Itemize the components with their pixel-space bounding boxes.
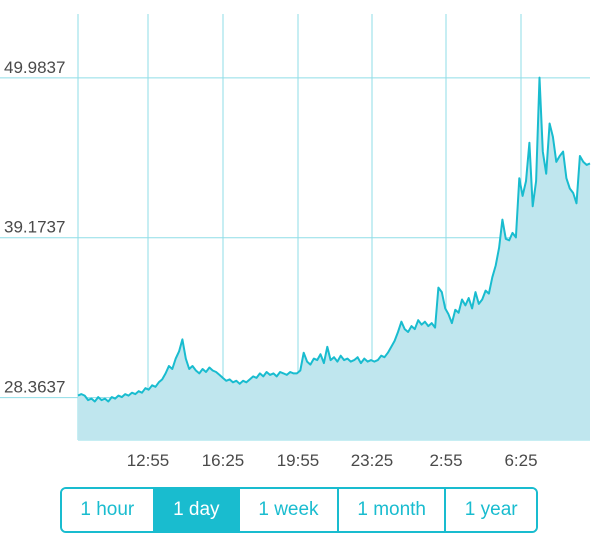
y-tick-label: 49.9837 [4,58,65,77]
x-axis: 12:55 16:25 19:55 23:25 2:55 6:25 [127,451,538,470]
series-line [77,76,591,403]
x-tick-label: 23:25 [351,451,394,470]
range-button-1-day[interactable]: 1 day [154,489,240,531]
price-chart: 49.9837 39.1737 28.3637 12:55 16:25 19:55 23:… [0,14,591,470]
y-tick-label: 39.1737 [4,218,65,237]
y-axis: 49.9837 39.1737 28.3637 [4,58,65,397]
range-button-1-month[interactable]: 1 month [338,489,447,531]
series-area [78,77,590,440]
range-button-1-week[interactable]: 1 week [239,489,339,531]
y-tick-label: 28.3637 [4,378,65,397]
range-button-1-hour[interactable]: 1 hour [62,489,155,531]
x-tick-label: 2:55 [429,451,462,470]
x-tick-label: 19:55 [277,451,320,470]
time-range-selector: 1 hour 1 day 1 week 1 month 1 year [60,487,538,533]
x-tick-label: 12:55 [127,451,170,470]
range-button-1-year[interactable]: 1 year [446,489,536,531]
x-tick-label: 6:25 [504,451,537,470]
x-tick-label: 16:25 [202,451,245,470]
